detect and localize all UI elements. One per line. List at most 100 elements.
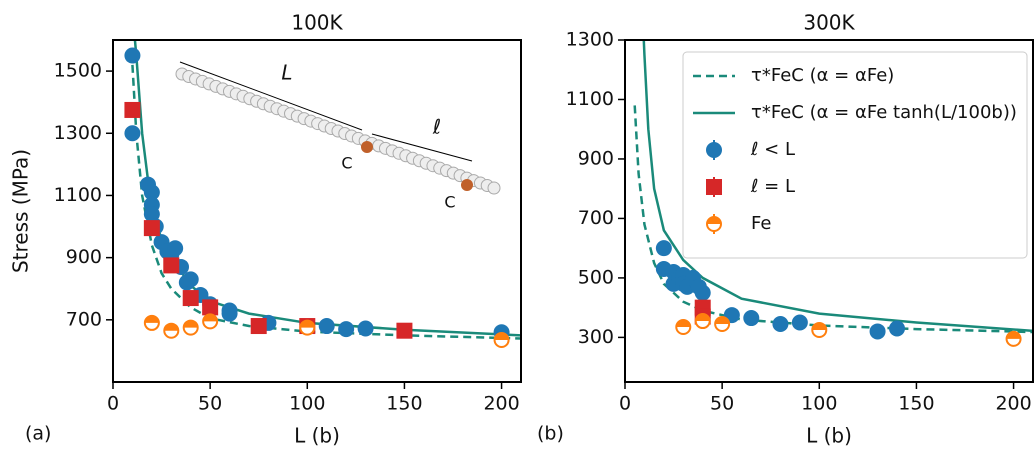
circle-marker	[772, 316, 789, 333]
y-tick-label: 1500	[54, 60, 102, 82]
circle-marker	[338, 321, 355, 338]
y-tick-label: 900	[66, 246, 102, 268]
half-circle-marker	[493, 332, 510, 349]
circle-marker	[124, 47, 141, 64]
x-tick-label: 50	[710, 393, 734, 415]
chart-title: 100K	[291, 11, 343, 35]
curve	[642, 40, 1033, 333]
y-tick-label: 700	[66, 308, 102, 330]
legend-marker	[706, 142, 722, 158]
marker-half	[144, 315, 159, 323]
marker-half	[1006, 331, 1021, 339]
x-tick-label: 50	[198, 393, 222, 415]
marker-half	[183, 320, 198, 328]
x-tick-label: 0	[619, 393, 631, 415]
half-circle-marker	[714, 316, 731, 333]
x-axis-label: L (b)	[294, 424, 340, 448]
panel-label: (b)	[537, 423, 564, 445]
square-marker	[124, 101, 141, 118]
half-circle-marker	[811, 321, 828, 338]
arrow	[371, 133, 473, 162]
circle-marker	[791, 314, 808, 331]
circle-marker	[221, 302, 238, 319]
marker-half	[164, 323, 179, 331]
x-tick-label: 200	[995, 393, 1031, 415]
circle-marker	[143, 184, 160, 201]
marker-half	[300, 320, 315, 328]
annotation: ℓ	[432, 115, 441, 139]
axes-frame	[624, 39, 1034, 383]
curve	[633, 105, 1033, 334]
marker-half	[676, 319, 691, 327]
y-tick-label: 1100	[54, 184, 102, 206]
half-circle-marker	[299, 319, 316, 336]
half-circle-marker	[675, 318, 692, 335]
y-tick-label: 700	[578, 207, 614, 229]
x-tick-label: 0	[107, 393, 119, 415]
legend-label: ℓ = L	[750, 176, 795, 197]
annotation: L	[281, 61, 292, 85]
y-tick-label: 300	[578, 326, 614, 348]
square-marker	[250, 318, 267, 335]
circle-marker	[694, 284, 711, 301]
carbon-atom	[361, 141, 373, 153]
legend-label: τ*FeC (α = αFe tanh(L/100b))	[751, 102, 1017, 123]
chart-title: 300K	[803, 11, 855, 35]
circle-marker	[889, 320, 905, 337]
y-tick-label: 1300	[54, 122, 102, 144]
y-tick-label: 900	[578, 147, 614, 169]
plot-area	[124, 40, 521, 349]
circle-marker	[655, 240, 672, 257]
circle-marker	[869, 323, 886, 340]
half-circle-marker	[182, 319, 199, 336]
x-tick-label: 200	[483, 393, 519, 415]
x-tick-label: 150	[898, 393, 934, 415]
plot-area	[633, 40, 1033, 347]
annotation: C	[444, 193, 455, 212]
x-tick-label: 150	[386, 393, 422, 415]
circle-marker	[167, 240, 184, 257]
legend-marker-half	[707, 217, 721, 224]
axes-frame	[112, 39, 522, 383]
legend-marker	[706, 179, 722, 195]
legend-label: τ*FeC (α = αFe)	[751, 65, 894, 86]
circle-marker	[143, 206, 160, 223]
inset-illustration	[175, 61, 501, 195]
square-marker	[163, 257, 180, 274]
circle-marker	[124, 125, 141, 142]
circle-marker	[318, 318, 335, 335]
marker-half	[494, 333, 509, 341]
half-circle-marker	[694, 313, 711, 330]
marker-half	[695, 314, 710, 322]
marker-half	[203, 314, 218, 322]
legend-label: ℓ < L	[750, 139, 795, 160]
square-marker	[182, 290, 199, 307]
circle-marker	[357, 320, 374, 337]
half-circle-marker	[202, 313, 219, 330]
half-circle-marker	[163, 322, 180, 339]
x-tick-label: 100	[289, 393, 325, 415]
marker-half	[812, 322, 827, 330]
half-circle-marker	[143, 314, 160, 331]
panel-label: (a)	[25, 423, 51, 445]
legend: τ*FeC (α = αFe) τ*FeC (α = αFe tanh(L/100…	[682, 51, 1028, 259]
y-tick-label: 1300	[566, 29, 614, 51]
circle-marker	[182, 271, 199, 288]
half-circle-marker	[1005, 330, 1022, 347]
annotation: C	[341, 154, 352, 173]
y-axis-label: Stress (MPa)	[9, 149, 33, 273]
x-tick-label: 100	[801, 393, 837, 415]
carbon-atom	[461, 179, 473, 191]
y-tick-label: 1100	[566, 88, 614, 110]
x-axis-label: L (b)	[806, 424, 852, 448]
atom	[487, 181, 501, 195]
y-tick-label: 500	[578, 266, 614, 288]
legend-frame	[682, 51, 1028, 259]
legend-label: Fe	[751, 213, 771, 234]
marker-half	[715, 317, 730, 325]
square-marker	[396, 322, 413, 339]
circle-marker	[743, 310, 760, 327]
arrow	[179, 61, 363, 131]
square-marker	[202, 299, 219, 316]
